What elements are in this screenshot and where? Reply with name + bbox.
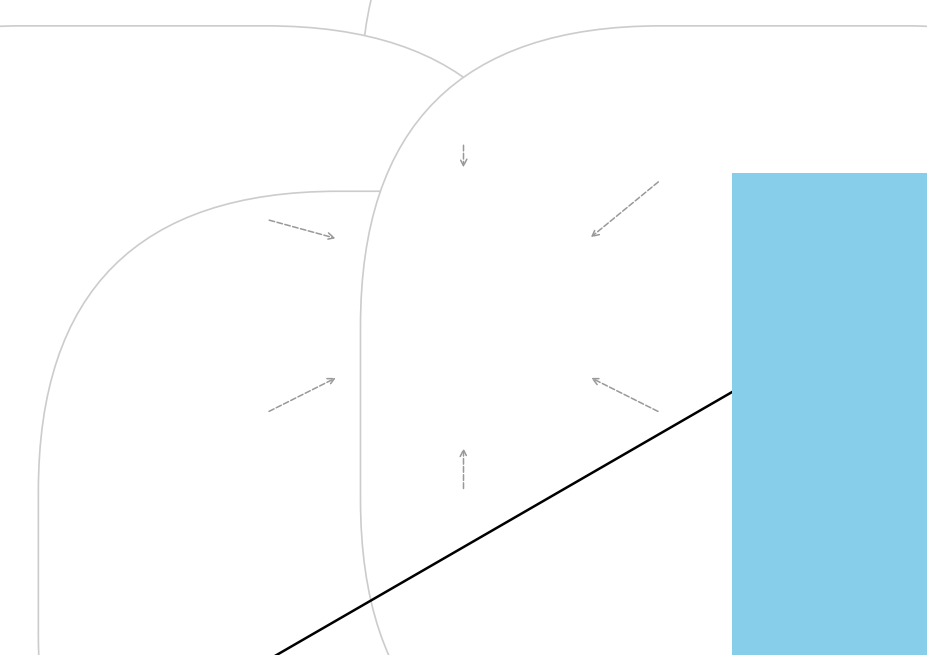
FancyBboxPatch shape <box>38 191 889 655</box>
FancyBboxPatch shape <box>361 26 927 655</box>
FancyBboxPatch shape <box>361 0 927 559</box>
FancyBboxPatch shape <box>38 0 889 443</box>
FancyBboxPatch shape <box>0 26 566 655</box>
FancyBboxPatch shape <box>38 0 889 655</box>
FancyBboxPatch shape <box>0 0 566 598</box>
